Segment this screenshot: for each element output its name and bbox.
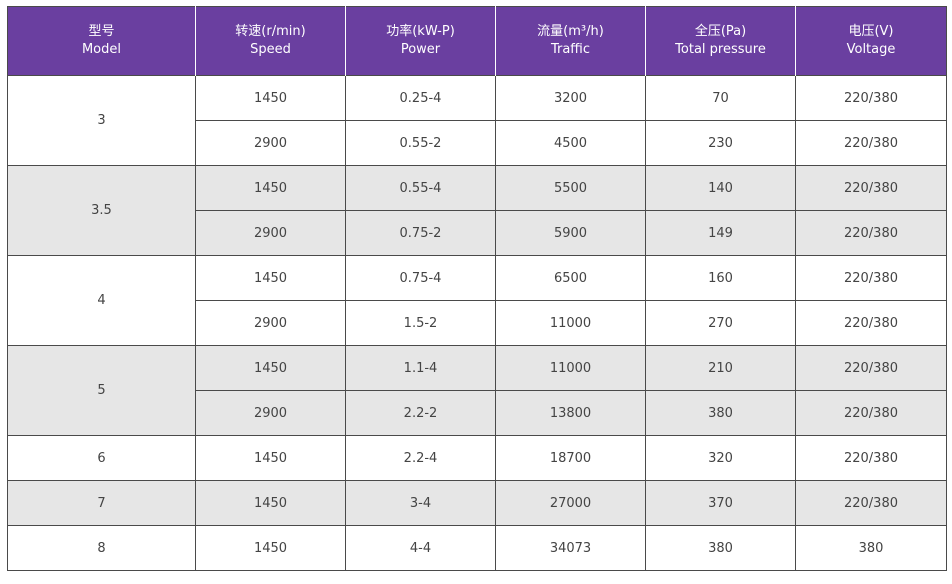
cell-speed: 2900 — [195, 390, 346, 436]
cell-speed: 1450 — [195, 255, 346, 301]
cell-traffic: 27000 — [495, 480, 646, 526]
cell-traffic: 4500 — [495, 120, 646, 166]
cell-speed: 1450 — [195, 75, 346, 121]
cell-voltage: 220/380 — [795, 390, 947, 436]
table-row: 7 1450 3-4 27000 370 220/380 — [7, 480, 947, 526]
header-voltage: 电压(V) Voltage — [795, 6, 947, 76]
cell-power: 3-4 — [345, 480, 496, 526]
cell-model: 5 — [7, 345, 196, 436]
cell-power: 1.5-2 — [345, 300, 496, 346]
cell-model: 8 — [7, 525, 196, 571]
cell-traffic: 13800 — [495, 390, 646, 436]
cell-voltage: 220/380 — [795, 345, 947, 391]
cell-pressure: 320 — [645, 435, 796, 481]
table-row: 4 1450 0.75-4 6500 160 220/380 — [7, 255, 947, 346]
cell-voltage: 220/380 — [795, 435, 947, 481]
table-row: 3 1450 0.25-4 3200 70 220/380 — [7, 75, 947, 166]
cell-traffic: 11000 — [495, 345, 646, 391]
table-row: 6 1450 2.2-4 18700 320 220/380 — [7, 435, 947, 481]
cell-pressure: 380 — [645, 525, 796, 571]
cell-speed: 2900 — [195, 120, 346, 166]
cell-pressure: 270 — [645, 300, 796, 346]
cell-voltage: 220/380 — [795, 480, 947, 526]
cell-pressure: 149 — [645, 210, 796, 256]
cell-voltage: 220/380 — [795, 75, 947, 121]
cell-speed: 1450 — [195, 435, 346, 481]
cell-model: 4 — [7, 255, 196, 346]
header-power: 功率(kW-P) Power — [345, 6, 496, 76]
cell-pressure: 370 — [645, 480, 796, 526]
spec-table: 型号 Model 转速(r/min) Speed 功率(kW-P) Power 流量(… — [7, 6, 947, 571]
table-row: 8 1450 4-4 34073 380 380 — [7, 525, 947, 571]
cell-speed: 1450 — [195, 165, 346, 211]
cell-model: 3.5 — [7, 165, 196, 256]
table-row: 2900 0.75-2 5900 149 220/380 — [8, 210, 947, 256]
table-body: 3 1450 0.25-4 3200 70 220/380 2900 0.55-… — [7, 75, 947, 571]
cell-power: 0.25-4 — [345, 75, 496, 121]
cell-pressure: 380 — [645, 390, 796, 436]
cell-traffic: 11000 — [495, 300, 646, 346]
cell-power: 0.75-4 — [345, 255, 496, 301]
cell-pressure: 140 — [645, 165, 796, 211]
header-row: 型号 Model 转速(r/min) Speed 功率(kW-P) Power 流量(… — [7, 6, 947, 76]
cell-traffic: 6500 — [495, 255, 646, 301]
table-header: 型号 Model 转速(r/min) Speed 功率(kW-P) Power 流量(… — [7, 6, 947, 76]
cell-pressure: 230 — [645, 120, 796, 166]
cell-voltage: 220/380 — [795, 300, 947, 346]
cell-voltage: 220/380 — [795, 255, 947, 301]
header-traffic: 流量(m³/h) Traffic — [495, 6, 646, 76]
cell-power: 2.2-4 — [345, 435, 496, 481]
cell-power: 1.1-4 — [345, 345, 496, 391]
cell-model: 3 — [7, 75, 196, 166]
header-speed: 转速(r/min) Speed — [195, 6, 346, 76]
table-row: 2900 0.55-2 4500 230 220/380 — [8, 120, 947, 166]
cell-voltage: 220/380 — [795, 165, 947, 211]
cell-speed: 1450 — [195, 525, 346, 571]
cell-speed: 2900 — [195, 300, 346, 346]
cell-voltage: 220/380 — [795, 120, 947, 166]
cell-traffic: 3200 — [495, 75, 646, 121]
cell-pressure: 70 — [645, 75, 796, 121]
cell-voltage: 220/380 — [795, 210, 947, 256]
cell-power: 4-4 — [345, 525, 496, 571]
cell-speed: 2900 — [195, 210, 346, 256]
cell-traffic: 5900 — [495, 210, 646, 256]
cell-power: 0.55-2 — [345, 120, 496, 166]
cell-speed: 1450 — [195, 345, 346, 391]
cell-power: 2.2-2 — [345, 390, 496, 436]
cell-traffic: 34073 — [495, 525, 646, 571]
table-row: 3.5 1450 0.55-4 5500 140 220/380 — [7, 165, 947, 256]
cell-model: 6 — [7, 435, 196, 481]
cell-power: 0.55-4 — [345, 165, 496, 211]
cell-traffic: 5500 — [495, 165, 646, 211]
cell-model: 7 — [7, 480, 196, 526]
cell-speed: 1450 — [195, 480, 346, 526]
table-row: 2900 2.2-2 13800 380 220/380 — [8, 390, 947, 436]
header-model: 型号 Model — [7, 6, 196, 76]
table-row: 5 1450 1.1-4 11000 210 220/380 — [7, 345, 947, 436]
cell-voltage: 380 — [795, 525, 947, 571]
cell-traffic: 18700 — [495, 435, 646, 481]
header-pressure: 全压(Pa) Total pressure — [645, 6, 796, 76]
cell-pressure: 160 — [645, 255, 796, 301]
table-row: 2900 1.5-2 11000 270 220/380 — [8, 300, 947, 346]
cell-power: 0.75-2 — [345, 210, 496, 256]
cell-pressure: 210 — [645, 345, 796, 391]
